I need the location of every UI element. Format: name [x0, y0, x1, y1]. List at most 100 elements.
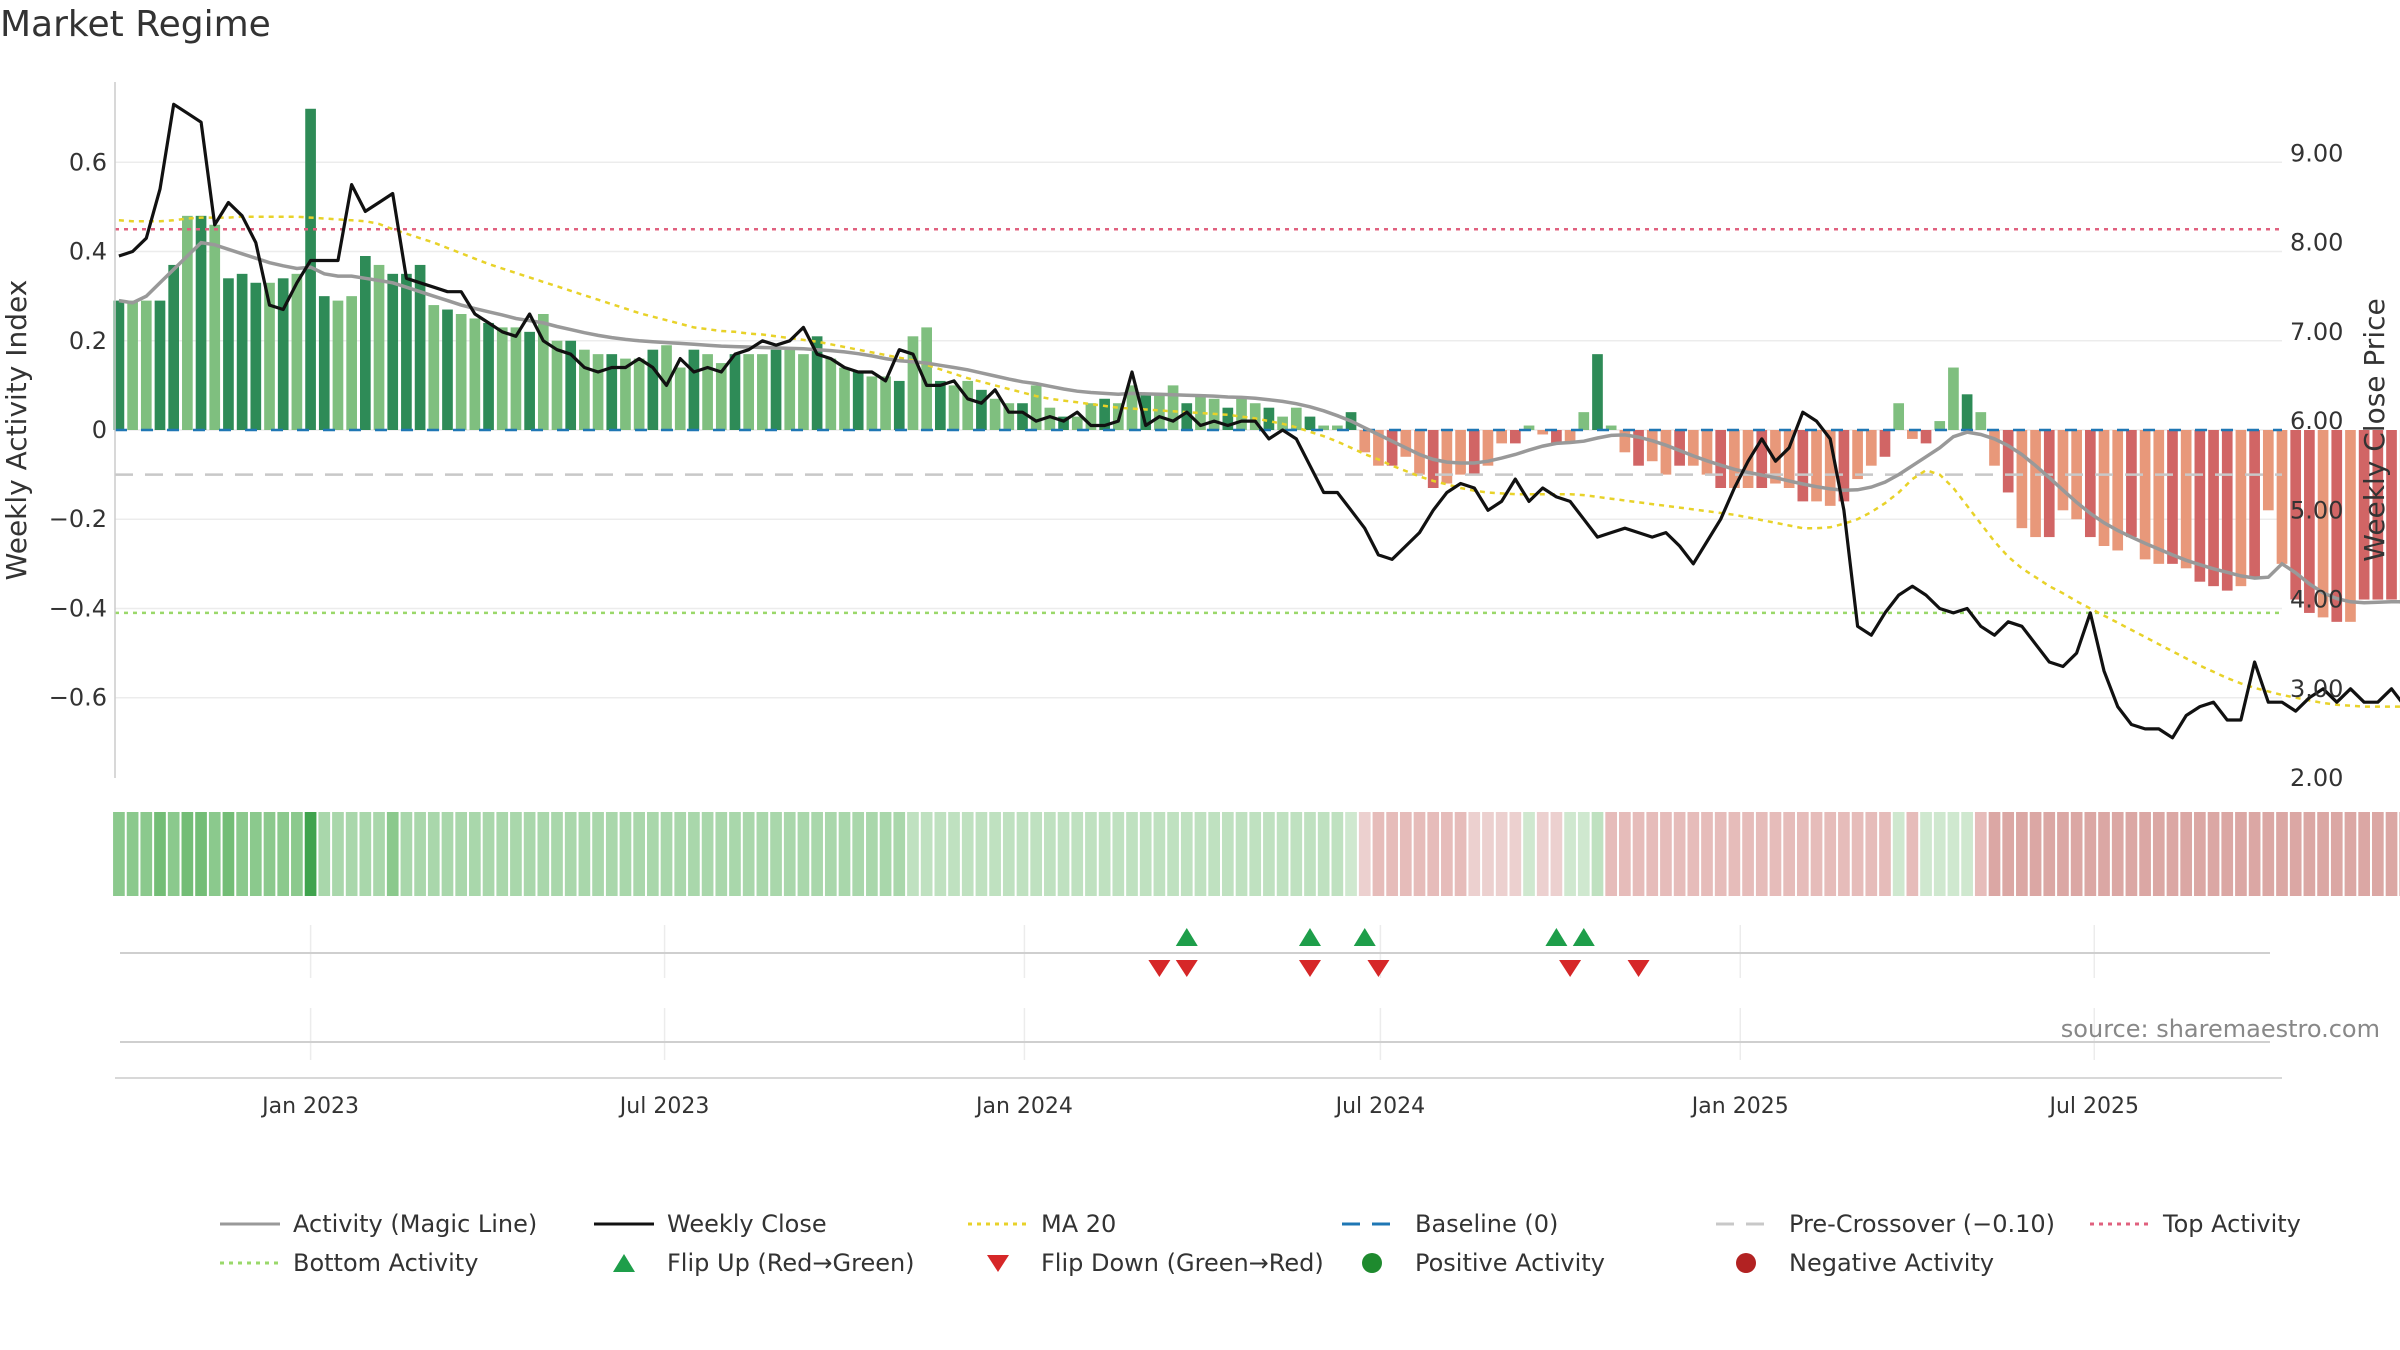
regime-strip-cell: [948, 812, 960, 896]
regime-strip-cell: [1276, 812, 1289, 896]
regime-strip-cell: [1221, 812, 1234, 896]
y-tick-label: −0.2: [49, 505, 107, 533]
legend-label: Flip Up (Red→Green): [667, 1249, 915, 1277]
activity-bar: [907, 336, 919, 430]
activity-bar: [715, 363, 727, 430]
regime-strip-cell: [1304, 812, 1316, 896]
legend-item: MA 20: [968, 1210, 1116, 1238]
regime-strip-cell: [1495, 812, 1508, 896]
regime-strip-cell: [1961, 812, 1973, 896]
regime-strip-cell: [2262, 812, 2275, 896]
activity-bar: [1948, 367, 1959, 430]
activity-bar: [332, 300, 344, 430]
regime-strip-cell: [2084, 812, 2097, 896]
activity-bar: [1482, 430, 1494, 466]
activity-bar: [1290, 407, 1302, 430]
activity-bar: [1441, 430, 1453, 484]
regime-strip-cell: [1002, 812, 1015, 896]
regime-strip-cell: [975, 812, 988, 896]
activity-bar: [1236, 398, 1247, 430]
activity-bar: [154, 300, 166, 430]
y2-axis-title: Weekly Close Price: [2358, 298, 2391, 561]
regime-strip-cell: [1139, 812, 1152, 896]
activity-bar: [1030, 385, 1042, 430]
activity-bar: [1071, 416, 1083, 430]
y-axis-title: Weekly Activity Index: [0, 280, 33, 581]
regime-strip-cell: [1194, 812, 1207, 896]
regime-strip-cell: [181, 812, 194, 896]
activity-bars: [113, 108, 2400, 622]
activity-bar: [1934, 421, 1946, 430]
activity-bar: [551, 340, 563, 430]
flip-down-marker: [1367, 960, 1390, 977]
activity-bar: [674, 367, 686, 430]
regime-strip-cell: [1290, 812, 1303, 896]
regime-strip-cell: [126, 812, 139, 896]
regime-strip-cell: [838, 812, 851, 896]
legend-item: Weekly Close: [594, 1210, 827, 1238]
regime-strip-cell: [592, 812, 604, 896]
activity-bar: [1811, 430, 1822, 502]
activity-bar: [647, 349, 659, 430]
activity-bar: [1373, 430, 1384, 466]
regime-strip-cell: [1550, 812, 1563, 896]
activity-bar: [1222, 407, 1234, 430]
activity-bar: [2262, 430, 2274, 511]
regime-strip-cell: [1441, 812, 1453, 896]
regime-strip-cell: [907, 812, 919, 896]
activity-bar: [2194, 430, 2206, 582]
regime-strip-cell: [633, 812, 645, 896]
regime-strip-cell: [2289, 812, 2302, 896]
flip-down-marker: [1298, 960, 1321, 977]
activity-bar: [1359, 430, 1371, 453]
legend-label: Weekly Close: [667, 1210, 827, 1238]
activity-bar: [1592, 354, 1603, 430]
activity-bar: [1386, 430, 1398, 466]
activity-bar: [537, 314, 549, 430]
regime-strip-cell: [2002, 812, 2015, 896]
legend-swatch: [1736, 1253, 1756, 1273]
activity-bar: [2221, 430, 2233, 591]
regime-strip-cell: [2207, 812, 2220, 896]
regime-strip-cell: [619, 812, 632, 896]
regime-strip-cell: [2139, 812, 2151, 896]
activity-bar: [1879, 430, 1891, 457]
regime-strip-cell: [469, 812, 481, 896]
activity-bar: [1551, 430, 1562, 444]
regime-strip-cell: [1536, 812, 1549, 896]
activity-bar: [1633, 430, 1644, 466]
regime-strip-cell: [1413, 812, 1426, 896]
regime-strip-cell: [1755, 812, 1768, 896]
regime-strip-cell: [318, 812, 331, 896]
activity-bar: [1646, 430, 1658, 462]
regime-strip-cell: [961, 812, 974, 896]
activity-bar: [770, 349, 782, 430]
x-tick-label: Jan 2024: [974, 1094, 1073, 1119]
regime-strip-cell: [1851, 812, 1864, 896]
regime-strip-cell: [2029, 812, 2042, 896]
activity-bar: [1729, 430, 1740, 488]
legend-label: MA 20: [1041, 1210, 1116, 1238]
regime-strip-cell: [427, 812, 440, 896]
regime-strip-cell: [2276, 812, 2288, 896]
activity-bar: [1660, 430, 1672, 475]
legend-swatch: [987, 1255, 1009, 1272]
flip-down-marker: [1175, 960, 1198, 977]
regime-strip-cell: [989, 812, 1001, 896]
regime-strip-cell: [1331, 812, 1344, 896]
regime-strip-cell: [1085, 812, 1097, 896]
activity-bar: [442, 309, 453, 430]
activity-bar: [277, 278, 289, 430]
regime-strip-cell: [1427, 812, 1440, 896]
regime-strip-cell: [291, 812, 303, 896]
activity-bar: [1961, 394, 1973, 430]
activity-bar: [1838, 430, 1850, 502]
activity-bar: [1140, 394, 1152, 430]
activity-bar: [2126, 430, 2137, 538]
regime-strip-cell: [1263, 812, 1275, 896]
regime-strip-cell: [2248, 812, 2261, 896]
regime-strip-cell: [1660, 812, 1672, 896]
activity-bar: [483, 322, 494, 430]
regime-strip-cell: [551, 812, 563, 896]
legend-item: Negative Activity: [1736, 1249, 1994, 1277]
